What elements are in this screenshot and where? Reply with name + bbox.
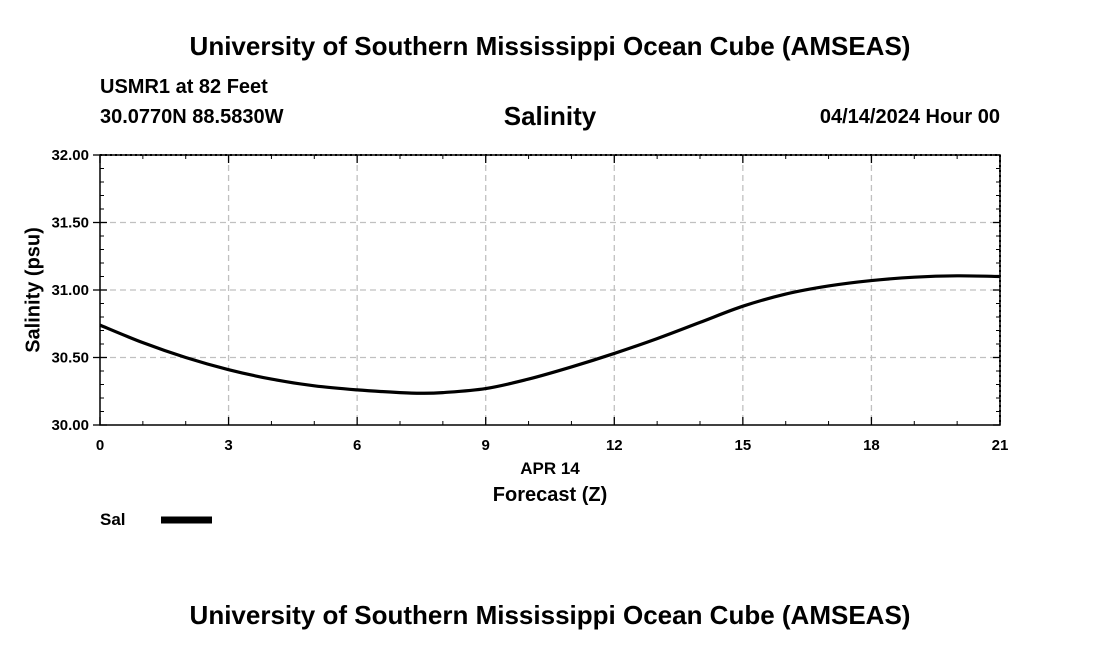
parameter-title: Salinity bbox=[503, 101, 597, 131]
footer-title: University of Southern Mississippi Ocean… bbox=[189, 600, 911, 630]
x-tick-label: 9 bbox=[482, 437, 490, 454]
x-tick-label: 15 bbox=[735, 437, 752, 454]
y-axis-label: Salinity (psu) bbox=[22, 227, 44, 353]
y-tick-label: 31.00 bbox=[51, 282, 89, 299]
x-tick-label: 12 bbox=[606, 437, 623, 454]
station-label: USMR1 at 82 Feet bbox=[100, 76, 268, 98]
major-ticks bbox=[93, 154, 1001, 426]
series-line-sal bbox=[99, 274, 1001, 395]
x-tick-label: 0 bbox=[96, 437, 104, 454]
y-tick-label: 31.50 bbox=[51, 215, 89, 232]
grid-lines bbox=[100, 155, 1000, 425]
coordinates-label: 30.0770N 88.5830W bbox=[100, 106, 284, 128]
y-tick-label: 32.00 bbox=[51, 147, 89, 164]
forecast-datetime: 04/14/2024 Hour 00 bbox=[819, 106, 1000, 128]
y-tick-label: 30.00 bbox=[51, 417, 89, 434]
x-tick-label: 21 bbox=[992, 437, 1009, 454]
x-tick-label: 3 bbox=[224, 437, 232, 454]
chart-main-title: University of Southern Mississippi Ocean… bbox=[189, 31, 911, 61]
x-tick-label: 6 bbox=[353, 437, 361, 454]
legend-label: Sal bbox=[100, 510, 126, 529]
x-tick-label: 18 bbox=[863, 437, 880, 454]
legend: Sal bbox=[100, 510, 212, 529]
x-axis-date-label: APR 14 bbox=[520, 459, 580, 478]
x-axis-label: Forecast (Z) bbox=[493, 484, 607, 506]
tick-labels: 0 3 6 9 12 15 18 21 30.00 30.50 31.00 31.50 32.00 bbox=[51, 147, 1008, 454]
series-layer bbox=[99, 274, 1001, 395]
y-tick-label: 30.50 bbox=[51, 350, 89, 367]
